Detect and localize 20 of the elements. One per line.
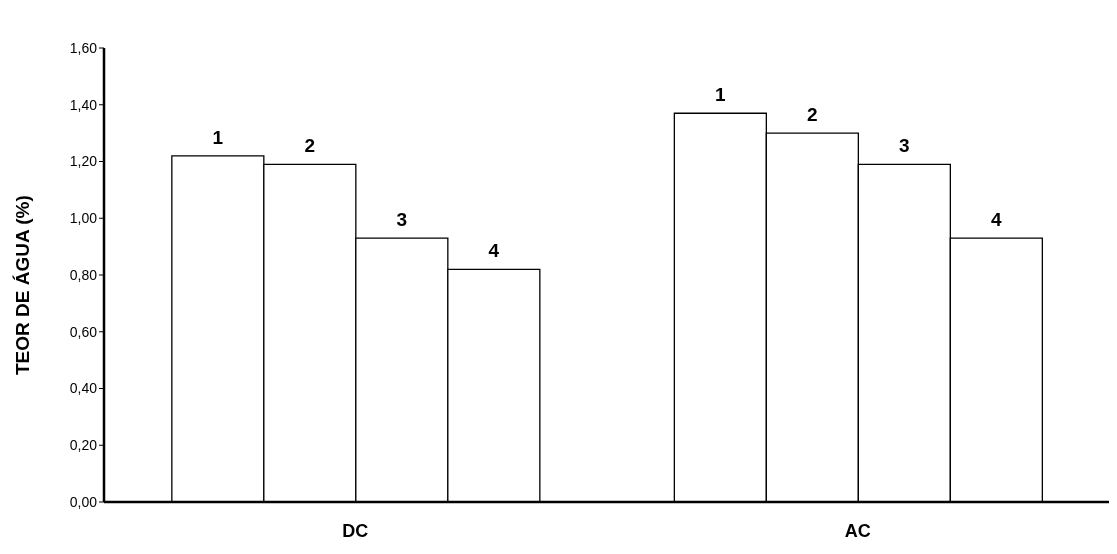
series-label: 4 <box>488 240 500 262</box>
series-label: 3 <box>396 209 408 231</box>
series-label: 1 <box>212 126 224 148</box>
y-axis-title: TEOR DE ÁGUA (%) <box>11 195 33 375</box>
text: 1 <box>715 84 726 106</box>
x-tick-label: DC <box>342 520 369 541</box>
text: 4 <box>991 209 1002 231</box>
y-tick-label: 0,60 <box>69 323 98 340</box>
x-tick-label: AC <box>844 520 871 541</box>
y-tick-label: 1,00 <box>69 210 98 227</box>
y-tick-label: 0,20 <box>69 437 98 454</box>
y-tick-label: 0,80 <box>69 266 98 283</box>
y-tick-label: 0,40 <box>69 380 98 397</box>
series-label: 2 <box>304 135 316 157</box>
y-tick-label: 1,20 <box>69 153 98 170</box>
y-tick-label: 1,60 <box>69 39 98 56</box>
y-tick-label: 0,00 <box>69 493 98 510</box>
text: 3 <box>899 135 910 157</box>
y-tick-label: 1,40 <box>69 96 98 113</box>
text: 2 <box>807 104 818 126</box>
